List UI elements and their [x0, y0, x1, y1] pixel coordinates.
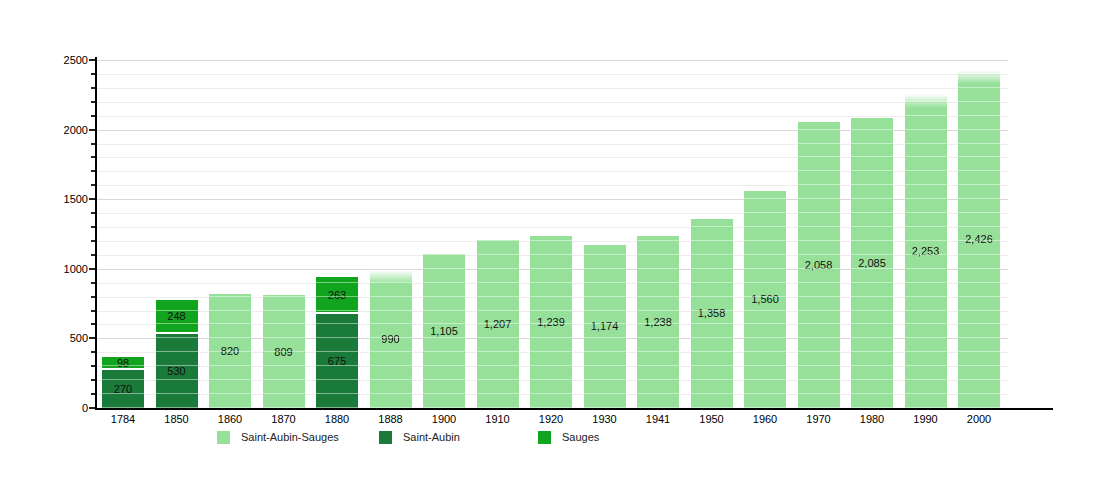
legend-label: Saint-Aubin: [403, 431, 460, 444]
legend-label: Sauges: [562, 431, 599, 444]
legend-swatch-Sauges: [538, 431, 551, 444]
legend-item-Saint-Aubin: Saint-Aubin: [379, 431, 460, 444]
legend-swatch-Saint-Aubin: [379, 431, 392, 444]
legend-swatch-Saint-Aubin-Sauges: [217, 431, 230, 444]
legend-label: Saint-Aubin-Sauges: [241, 431, 339, 444]
population-chart: 270985302488208096752639901,1051,2071,23…: [0, 0, 1100, 500]
legend-item-Sauges: Sauges: [538, 431, 599, 444]
legend-item-Saint-Aubin-Sauges: Saint-Aubin-Sauges: [217, 431, 339, 444]
legend: Saint-Aubin-Sauges Saint-Aubin Sauges: [0, 0, 1100, 500]
